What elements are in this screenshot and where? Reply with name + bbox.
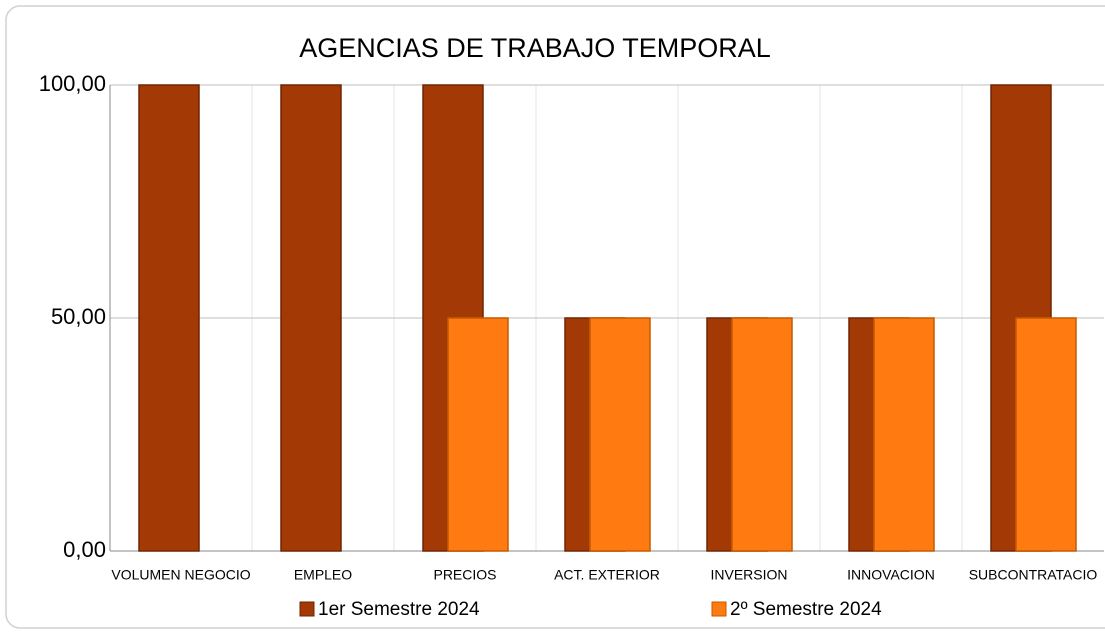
x-tick-label: ACT. EXTERIOR bbox=[554, 567, 660, 583]
x-tick-label: SUBCONTRATACIO bbox=[969, 567, 1098, 583]
legend-label: 1er Semestre 2024 bbox=[318, 599, 480, 620]
bar bbox=[447, 317, 509, 552]
y-tick-label: 0,00 bbox=[63, 537, 106, 562]
legend-label: 2º Semestre 2024 bbox=[730, 599, 882, 620]
y-tick-label: 100,00 bbox=[39, 71, 106, 96]
chart-title: AGENCIAS DE TRABAJO TEMPORAL bbox=[299, 33, 771, 63]
y-tick-label: 50,00 bbox=[51, 304, 106, 329]
bar bbox=[280, 84, 342, 552]
x-tick-label: INNOVACION bbox=[847, 567, 935, 583]
legend-swatch bbox=[711, 601, 727, 617]
bar bbox=[873, 317, 935, 552]
x-tick-label: PRECIOS bbox=[433, 567, 496, 583]
legend-swatch bbox=[299, 601, 315, 617]
bar bbox=[138, 84, 200, 552]
bar bbox=[589, 317, 651, 552]
bar bbox=[731, 317, 793, 552]
bar bbox=[1015, 317, 1077, 552]
x-tick-label: EMPLEO bbox=[294, 567, 352, 583]
x-tick-label: VOLUMEN NEGOCIO bbox=[111, 567, 250, 583]
x-tick-label: INVERSION bbox=[710, 567, 787, 583]
